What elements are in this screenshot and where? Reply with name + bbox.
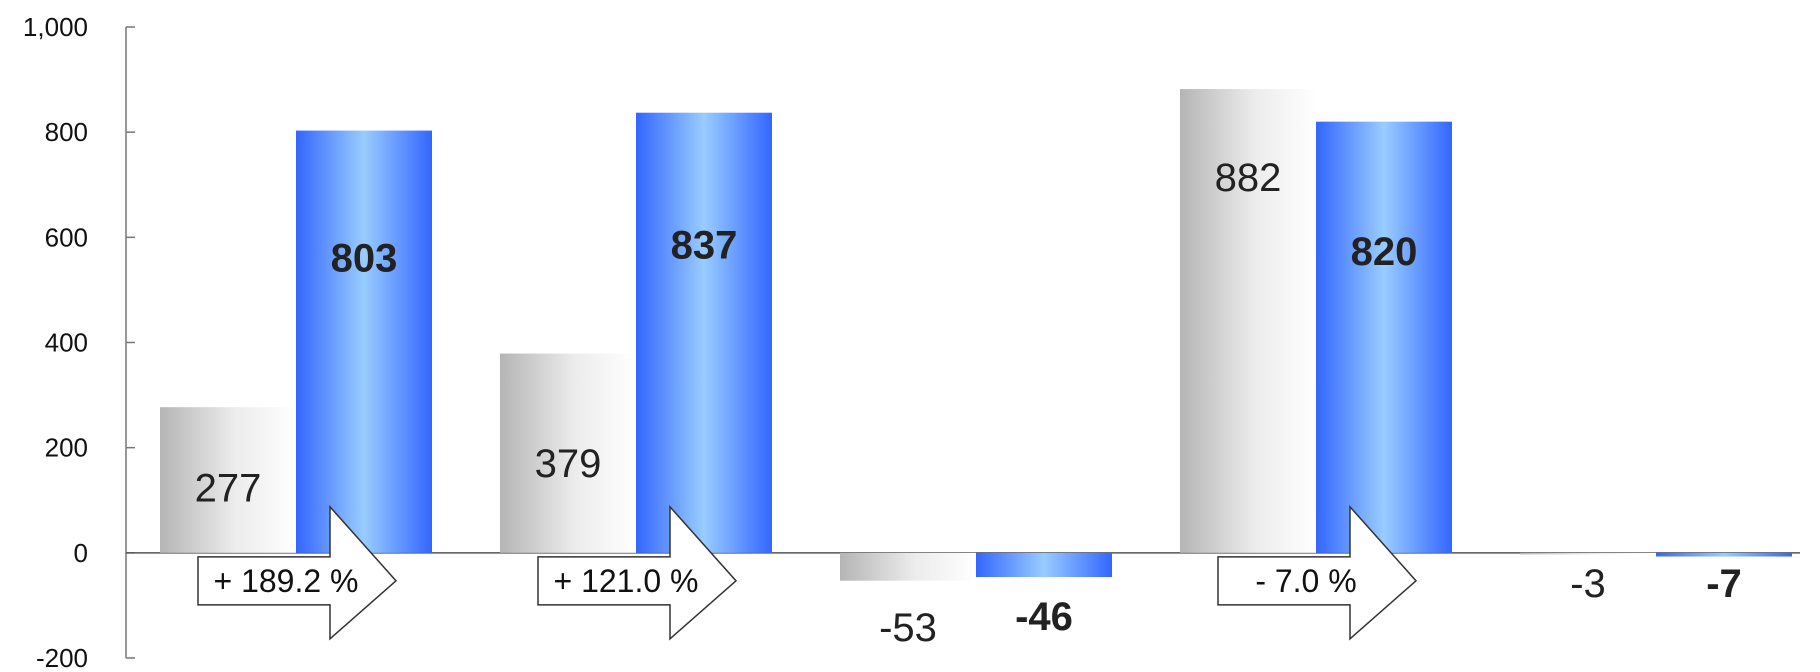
bar-prior-period [1180, 89, 1316, 553]
bar-current-period [636, 112, 772, 553]
data-label-prior: -3 [1570, 562, 1606, 606]
y-tick-label: 1,000 [23, 12, 88, 42]
data-label-prior: 379 [535, 442, 602, 486]
bars [160, 89, 1792, 581]
data-label-current: 837 [671, 224, 738, 268]
bar-prior-period [1520, 552, 1656, 555]
data-label-current: 803 [331, 236, 398, 280]
bar-current-period [1316, 121, 1452, 553]
change-percent-label: - 7.0 % [1255, 563, 1356, 599]
bar-prior-period [160, 407, 296, 553]
change-arrow [1217, 504, 1418, 641]
data-label-current: 820 [1351, 230, 1418, 274]
bar-prior-period [840, 552, 976, 581]
y-tick-label: 0 [74, 538, 88, 568]
bar-current-period [296, 130, 432, 553]
value-labels: 277 803 379 837 -53 -46 882 820 -3 -7 [195, 156, 1742, 650]
y-tick-label: -200 [36, 643, 88, 672]
change-arrows: + 189.2 % + 121.0 % - 7.0 % [197, 504, 1418, 641]
data-label-current: -7 [1706, 562, 1742, 606]
bar-current-period [1656, 552, 1792, 557]
y-tick-label: 400 [45, 328, 88, 358]
data-label-current: -46 [1015, 595, 1073, 639]
change-percent-label: + 121.0 % [554, 563, 699, 599]
data-label-prior: -53 [879, 606, 937, 650]
y-tick-label: 200 [45, 433, 88, 463]
change-arrow [197, 504, 398, 641]
y-tick-label: 800 [45, 117, 88, 147]
change-percent-label: + 189.2 % [214, 563, 359, 599]
bar-current-period [976, 552, 1112, 578]
y-tick-label: 600 [45, 222, 88, 252]
data-label-prior: 277 [195, 466, 262, 510]
change-arrow [537, 504, 738, 641]
bar-prior-period [500, 353, 636, 553]
data-label-prior: 882 [1215, 156, 1282, 200]
